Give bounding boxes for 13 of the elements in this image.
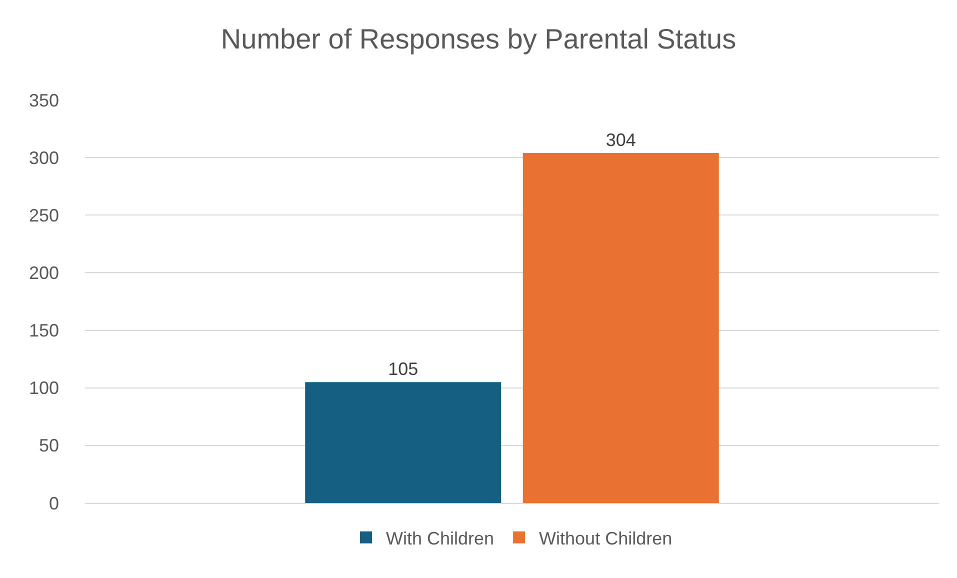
- y-tick-label: 300: [28, 148, 59, 168]
- y-tick-label: 150: [28, 320, 59, 341]
- data-label: 304: [606, 130, 636, 150]
- y-tick-label: 250: [28, 205, 59, 226]
- y-tick-label: 50: [38, 436, 59, 456]
- legend-label: Without Children: [539, 528, 672, 548]
- y-tick-label: 0: [48, 493, 59, 514]
- y-tick-label: 200: [28, 263, 59, 284]
- data-label: 105: [388, 359, 418, 380]
- y-tick-label: 100: [28, 378, 59, 398]
- legend-label: With Children: [386, 528, 494, 548]
- y-tick-label: 350: [28, 90, 59, 110]
- chart-title: Number of Responses by Parental Status: [220, 24, 736, 54]
